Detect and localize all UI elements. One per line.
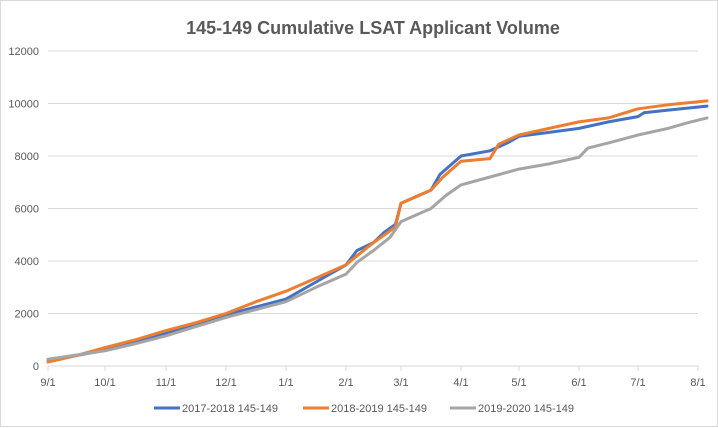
x-tick-label: 7/1 [630, 377, 645, 389]
legend-label: 2019-2020 145-149 [478, 403, 574, 415]
x-tick-label: 1/1 [278, 377, 293, 389]
legend-label: 2018-2019 145-149 [331, 403, 427, 415]
x-tick-label: 4/1 [453, 377, 468, 389]
y-tick-label: 6000 [15, 204, 39, 216]
x-tick-label: 10/1 [94, 377, 115, 389]
x-tick-label: 3/1 [393, 377, 408, 389]
y-tick-label: 8000 [15, 151, 39, 163]
series-line-2 [46, 99, 709, 364]
y-axis-ticks: 0 2000 4000 6000 8000 10000 12000 [8, 46, 39, 373]
y-tick-label: 12000 [8, 46, 39, 58]
x-tick-label: 12/1 [215, 377, 236, 389]
legend-label: 2017-2018 145-149 [182, 403, 278, 415]
y-tick-label: 0 [33, 361, 39, 373]
x-tick-label: 5/1 [511, 377, 526, 389]
x-tick-label: 2/1 [338, 377, 353, 389]
x-tick-label: 9/1 [40, 377, 55, 389]
chart-title: 145-149 Cumulative LSAT Applicant Volume [186, 18, 560, 38]
x-tick-label: 8/1 [690, 377, 705, 389]
x-axis: 9/1 10/1 11/1 12/1 1/1 2/1 3/1 4/1 5/1 6/1 7/1 8/1 [40, 365, 706, 389]
series-line-3 [46, 116, 709, 361]
legend: 2017-2018 145-149 2018-2019 145-149 2019-2… [154, 403, 574, 415]
series-lines [46, 99, 709, 364]
x-tick-label: 6/1 [571, 377, 586, 389]
y-tick-label: 4000 [15, 256, 39, 268]
gridlines [48, 50, 698, 314]
y-tick-label: 2000 [15, 309, 39, 321]
y-tick-label: 10000 [8, 99, 39, 111]
x-tick-label: 11/1 [156, 377, 177, 389]
